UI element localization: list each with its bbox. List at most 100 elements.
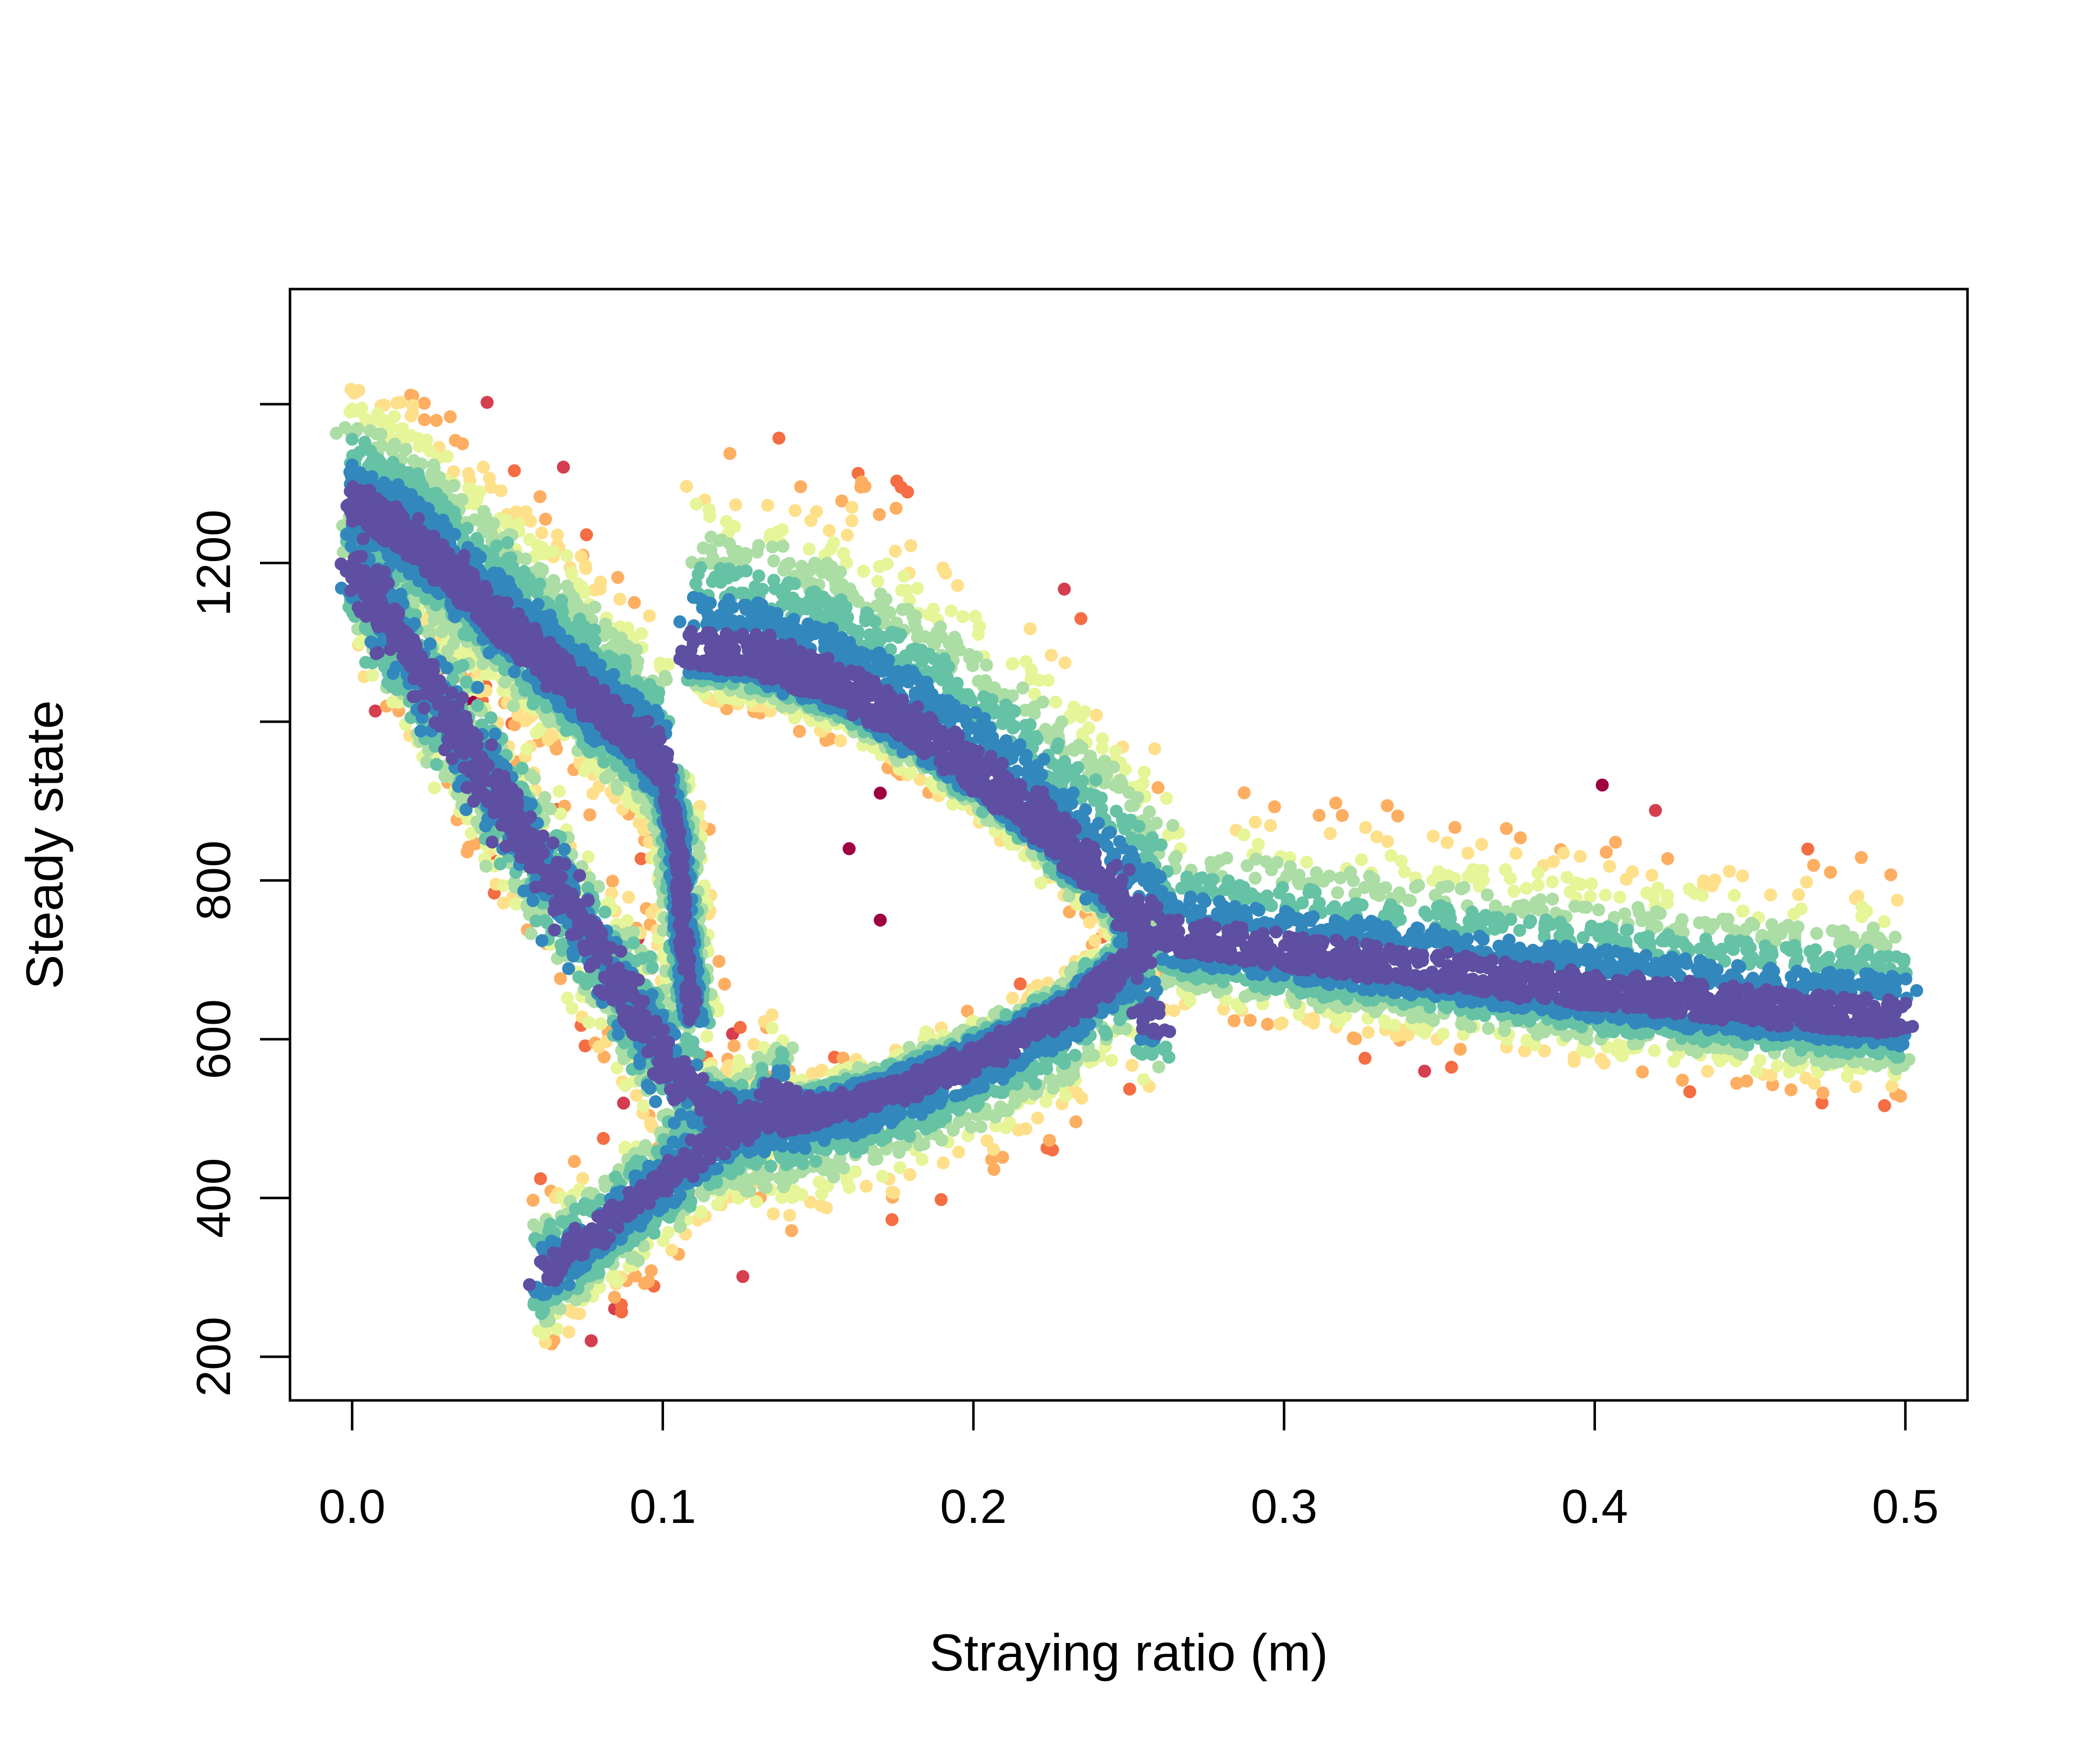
data-point <box>1316 873 1330 887</box>
data-point <box>904 539 918 552</box>
data-point <box>1238 786 1251 800</box>
data-point <box>1421 909 1434 922</box>
data-point <box>892 1140 904 1154</box>
data-point <box>1268 800 1281 814</box>
data-point <box>1418 1064 1432 1078</box>
data-point <box>1596 778 1609 792</box>
data-point <box>535 526 548 540</box>
data-point <box>734 1021 747 1034</box>
data-point <box>1104 1054 1118 1067</box>
data-point <box>1123 1082 1136 1096</box>
data-point <box>1324 827 1337 840</box>
data-point <box>1160 792 1173 805</box>
data-point <box>1228 1014 1241 1027</box>
data-point <box>1346 1031 1360 1045</box>
data-point <box>761 499 774 512</box>
data-point <box>956 610 970 623</box>
data-point <box>1660 896 1674 910</box>
data-point <box>607 1268 620 1282</box>
data-point <box>1248 871 1262 885</box>
data-point <box>634 852 648 865</box>
data-point <box>952 1145 966 1159</box>
data-point <box>501 536 514 549</box>
data-point <box>1024 622 1037 636</box>
data-point <box>718 977 732 991</box>
data-point <box>1730 1076 1744 1090</box>
data-point <box>510 897 522 911</box>
data-point <box>1276 1016 1289 1030</box>
data-point <box>1510 847 1523 860</box>
data-point <box>646 961 659 974</box>
data-point <box>944 604 958 618</box>
data-point <box>628 596 641 609</box>
data-point <box>1454 1042 1467 1056</box>
data-point <box>1398 865 1411 878</box>
data-point <box>952 1115 966 1129</box>
data-point <box>1656 934 1669 948</box>
data-point <box>1584 877 1598 890</box>
data-point <box>1069 1115 1082 1128</box>
data-point <box>444 410 457 424</box>
data-point <box>1394 854 1408 868</box>
data-point <box>1676 1073 1689 1087</box>
data-point <box>1532 878 1545 892</box>
data-point <box>1006 991 1019 1005</box>
data-point <box>1300 855 1314 869</box>
data-point <box>526 1193 540 1207</box>
data-point <box>390 396 404 410</box>
data-point <box>890 502 903 515</box>
data-point <box>1034 876 1048 890</box>
data-point <box>497 896 510 910</box>
data-point <box>1520 882 1533 895</box>
data-point <box>894 1161 907 1174</box>
data-point <box>1792 888 1806 901</box>
data-point <box>1514 831 1527 845</box>
data-point <box>412 440 426 453</box>
data-point <box>772 432 786 445</box>
data-point <box>578 1039 592 1053</box>
data-point <box>1096 732 1109 746</box>
data-point <box>1599 888 1612 902</box>
data-point <box>1648 804 1662 817</box>
data-point <box>662 1226 675 1239</box>
data-point <box>375 439 388 453</box>
data-point <box>1089 773 1102 787</box>
data-point <box>1538 1044 1551 1058</box>
data-point <box>1362 1026 1375 1039</box>
data-point <box>871 575 884 588</box>
data-point <box>1440 836 1454 849</box>
data-point <box>611 571 624 584</box>
data-point <box>1800 875 1814 889</box>
data-point <box>1736 904 1750 918</box>
data-point <box>858 480 872 493</box>
data-point <box>1336 809 1349 822</box>
data-point <box>894 628 908 641</box>
data-point <box>1044 649 1058 662</box>
data-point <box>634 627 648 640</box>
data-point <box>1592 903 1606 917</box>
data-point <box>613 593 626 606</box>
data-point <box>582 1016 596 1029</box>
data-point <box>565 566 578 579</box>
data-point <box>1059 1089 1072 1103</box>
data-point <box>530 726 543 740</box>
data-point <box>1577 900 1590 914</box>
data-point <box>538 791 552 804</box>
data-point <box>448 434 462 447</box>
data-point <box>1426 829 1440 843</box>
data-point <box>1603 860 1616 873</box>
data-point <box>1520 1033 1534 1047</box>
data-point <box>428 781 441 795</box>
data-point <box>1096 742 1109 755</box>
data-point <box>1648 1044 1661 1057</box>
data-point <box>1878 1099 1892 1112</box>
data-point <box>794 480 808 494</box>
data-point <box>430 758 443 771</box>
data-point <box>1109 744 1122 758</box>
data-point <box>1074 710 1088 724</box>
data-point <box>516 762 529 775</box>
data-point <box>630 1088 643 1102</box>
data-point <box>1556 846 1570 860</box>
data-point <box>1885 1079 1898 1093</box>
data-point <box>703 510 716 523</box>
